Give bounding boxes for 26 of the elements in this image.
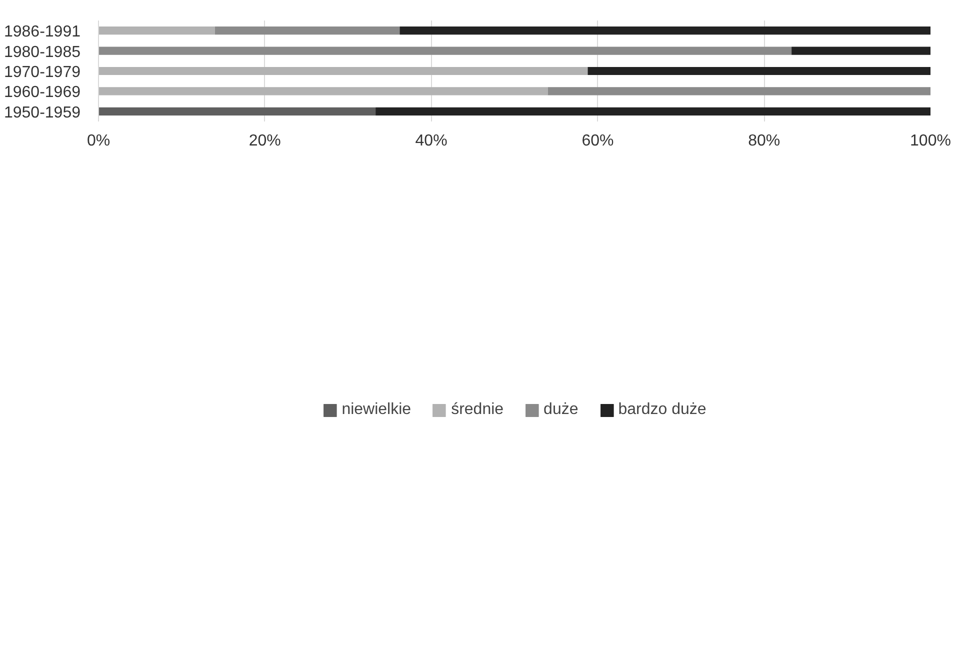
bar [214, 26, 400, 35]
y-tick-label: 1960-1969 [4, 84, 81, 102]
y-tick-label: 1970-1979 [4, 64, 81, 81]
bar [98, 46, 792, 55]
bar [376, 107, 930, 116]
x-tick-label: 80% [748, 132, 780, 150]
x-tick-label: 0% [86, 132, 110, 150]
legend-label: duże [544, 401, 578, 419]
bar [98, 107, 376, 116]
bar [98, 66, 588, 76]
legend-label: bardzo duże [618, 401, 706, 419]
x-tick-label: 100% [910, 132, 951, 150]
y-tick-label: 1980-1985 [4, 44, 81, 61]
y-tick-label: 1986-1991 [4, 24, 81, 41]
bar [548, 87, 930, 96]
bar [98, 26, 215, 35]
x-tick-label: 40% [415, 132, 448, 150]
bar [588, 66, 930, 76]
bar [792, 46, 930, 55]
legend-label: średnie [451, 401, 504, 419]
bar [98, 87, 548, 96]
legend-label: niewielkie [342, 401, 412, 419]
x-tick-label: 20% [248, 132, 281, 150]
bar [400, 26, 930, 35]
y-tick-label: 1950-1959 [4, 104, 81, 122]
x-tick-label: 60% [582, 132, 614, 150]
